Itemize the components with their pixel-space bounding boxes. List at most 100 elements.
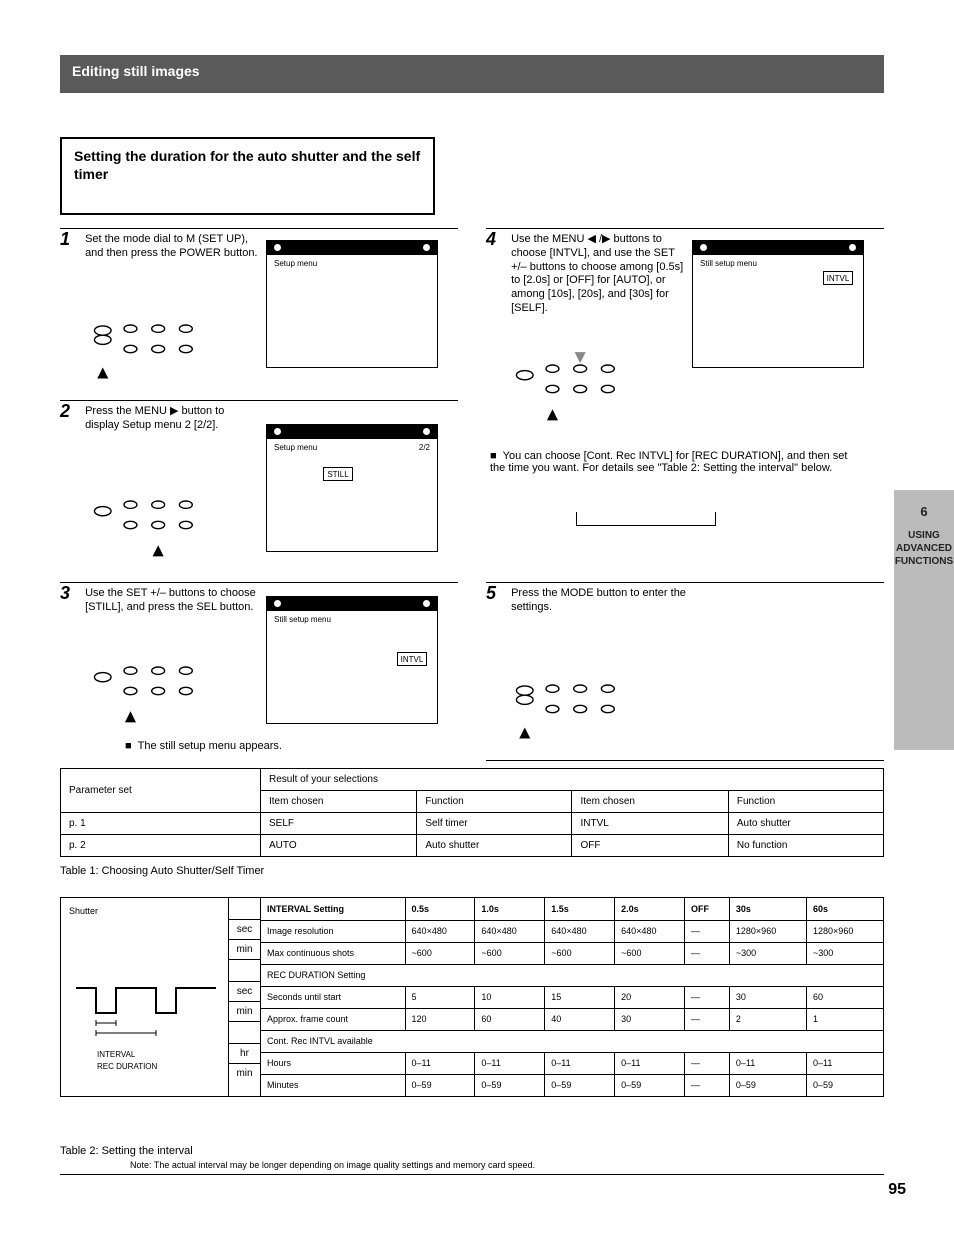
t2c: ~600 <box>405 942 475 964</box>
t2c: 640×480 <box>405 920 475 942</box>
bracket <box>576 512 716 526</box>
foot-text: You can choose [Cont. Rec INTVL] for [RE… <box>490 450 847 474</box>
page-number: 95 <box>888 1181 906 1199</box>
timing-note: INTERVAL <box>97 1050 135 1059</box>
t1-row-label: p. 2 <box>61 835 261 857</box>
t2c: 20 <box>615 986 685 1008</box>
t1-cell: AUTO <box>261 835 417 857</box>
t2c: Approx. frame count <box>261 1008 405 1030</box>
t2h: 0.5s <box>405 898 475 920</box>
t2c: 0–59 <box>475 1074 545 1096</box>
t1-span: Result of your selections <box>261 769 884 791</box>
step4-foot: ■You can choose [Cont. Rec INTVL] for [R… <box>490 450 860 474</box>
unit: sec <box>229 982 260 1002</box>
t2c: ~300 <box>729 942 806 964</box>
screen-label: Setup menu <box>274 259 317 268</box>
screen-3: Still setup menu INTVL <box>266 596 438 724</box>
t2c: — <box>685 986 730 1008</box>
step-desc: Set the mode dial to M (SET UP), and the… <box>85 229 260 261</box>
t2c: ~600 <box>475 942 545 964</box>
t2c: 120 <box>405 1008 475 1030</box>
t2c: 1280×960 <box>729 920 806 942</box>
unit: hr <box>229 1044 260 1064</box>
t2c: 0–59 <box>405 1074 475 1096</box>
table-2: Shutter INTERVAL REC DURATION sec min se… <box>60 897 884 1097</box>
step-num: 3 <box>60 583 82 604</box>
t2c: — <box>685 942 730 964</box>
t2c: 0–11 <box>615 1052 685 1074</box>
step-desc: Use the MENU ◀ /▶ buttons to choose [INT… <box>511 229 686 316</box>
t1-col: Item chosen <box>572 791 728 813</box>
screen-inner: STILL <box>323 467 353 481</box>
t2h: INTERVAL Setting <box>261 898 405 920</box>
t2c: 5 <box>405 986 475 1008</box>
t2h: OFF <box>685 898 730 920</box>
t2c: 10 <box>475 986 545 1008</box>
timing-label: Shutter <box>69 906 98 916</box>
unit: sec <box>229 920 260 940</box>
t1-row-label: p. 1 <box>61 813 261 835</box>
t2c: 0–11 <box>729 1052 806 1074</box>
t1-header: Parameter set <box>61 769 261 813</box>
t2c: 0–11 <box>475 1052 545 1074</box>
t2c: 30 <box>729 986 806 1008</box>
note-line: Note: The actual interval may be longer … <box>130 1160 870 1170</box>
header-banner: Editing still images <box>60 55 884 93</box>
t2h: 1.0s <box>475 898 545 920</box>
step-5: 5 Press the MODE button to enter the set… <box>486 582 884 615</box>
screen-label: 2/2 <box>419 443 430 452</box>
t2c: 0–59 <box>545 1074 615 1096</box>
bottom-rule <box>60 1174 884 1175</box>
t2h: 30s <box>729 898 806 920</box>
t2c: 640×480 <box>545 920 615 942</box>
t2c: 0–11 <box>405 1052 475 1074</box>
screen-2: Setup menu 2/2 STILL <box>266 424 438 552</box>
t2c: 1 <box>807 1008 883 1030</box>
t2c: 1280×960 <box>807 920 883 942</box>
t1-col: Item chosen <box>261 791 417 813</box>
screen-label: Still setup menu <box>700 259 757 268</box>
title-box: Setting the duration for the auto shutte… <box>60 137 435 215</box>
t2c: 40 <box>545 1008 615 1030</box>
timing-note2: REC DURATION <box>97 1062 157 1071</box>
screen-1: Setup menu <box>266 240 438 368</box>
t2c: 0–59 <box>807 1074 883 1096</box>
keypad-4 <box>510 348 630 430</box>
table2-data: INTERVAL Setting 0.5s 1.0s 1.5s 2.0s OFF… <box>261 898 883 1096</box>
t2c: Image resolution <box>261 920 405 942</box>
unit-col: sec min sec min hr min <box>229 898 261 1096</box>
t1-cell: No function <box>728 835 883 857</box>
screen-inner: INTVL <box>397 652 427 666</box>
t2c: ~300 <box>807 942 883 964</box>
unit: min <box>229 940 260 960</box>
timing-diagram: Shutter INTERVAL REC DURATION <box>61 898 229 1096</box>
screen-4: Still setup menu INTVL <box>692 240 864 368</box>
t2h: 60s <box>807 898 883 920</box>
t1-col: Function <box>417 791 572 813</box>
t2c: Max continuous shots <box>261 942 405 964</box>
step-desc: Press the MENU ▶ button to display Setup… <box>85 401 260 433</box>
rule <box>486 760 884 761</box>
step-num: 1 <box>60 229 82 250</box>
t2c: 0–59 <box>615 1074 685 1096</box>
t2c: 15 <box>545 986 615 1008</box>
t1-cell: Auto shutter <box>417 835 572 857</box>
t2c: Minutes <box>261 1074 405 1096</box>
t1-cell: Self timer <box>417 813 572 835</box>
step-num: 4 <box>486 229 508 250</box>
t2c: Cont. Rec INTVL available <box>261 1030 883 1052</box>
t2c: 2 <box>729 1008 806 1030</box>
t1-cell: Auto shutter <box>728 813 883 835</box>
unit: min <box>229 1064 260 1083</box>
t2c: Seconds until start <box>261 986 405 1008</box>
t2c: 0–59 <box>729 1074 806 1096</box>
table-1: Parameter set Result of your selections … <box>60 768 884 857</box>
t2c: Hours <box>261 1052 405 1074</box>
t2c: 640×480 <box>475 920 545 942</box>
screen-label: Setup menu <box>274 443 317 452</box>
t1-col: Function <box>728 791 883 813</box>
t2c: ~600 <box>615 942 685 964</box>
t2h: 2.0s <box>615 898 685 920</box>
step-desc: Press the MODE button to enter the setti… <box>511 583 686 615</box>
t2h: 1.5s <box>545 898 615 920</box>
